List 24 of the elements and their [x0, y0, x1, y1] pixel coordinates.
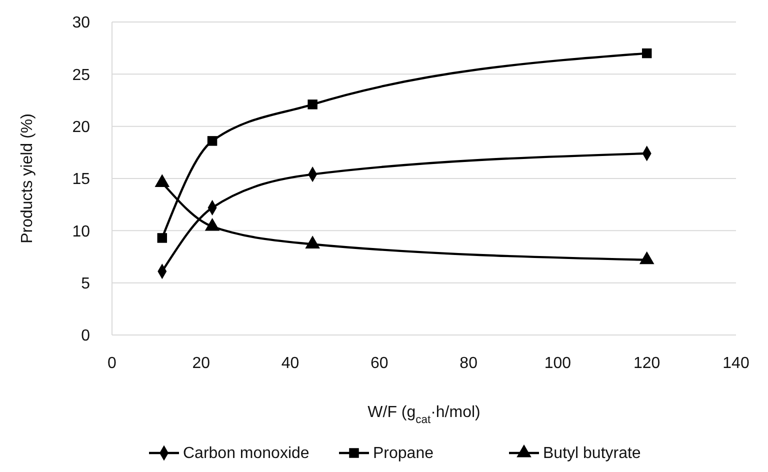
legend-label: Propane [373, 445, 434, 462]
point [207, 136, 218, 146]
x-tick-label: 140 [722, 355, 750, 372]
y-tick-label: 5 [81, 275, 90, 292]
x-tick-label: 40 [281, 355, 300, 372]
point [308, 100, 318, 110]
y-tick-label: 15 [72, 171, 90, 188]
x-tick-label: 120 [634, 355, 660, 372]
y-tick-label: 10 [72, 223, 90, 240]
x-tick-label: 0 [108, 355, 117, 372]
x-tick-label: 20 [192, 355, 210, 372]
y-tick-label: 20 [72, 118, 90, 136]
y-axis-title: Products yield (%) [19, 114, 36, 244]
x-tick-label: 80 [460, 355, 478, 372]
point [642, 48, 652, 58]
x-tick-label: 60 [370, 355, 388, 372]
x-tick-label: 100 [544, 355, 572, 372]
y-tick-label: 30 [72, 14, 90, 32]
x-axis-title: W/F (g$_{cat}$·h/mol) [368, 404, 480, 426]
legend-label: Carbon monoxide [183, 445, 310, 462]
point [157, 233, 168, 243]
y-tick-label: 0 [81, 328, 90, 345]
y-tick-label: 25 [72, 66, 90, 84]
legend-label: Butyl butyrate [543, 445, 641, 462]
